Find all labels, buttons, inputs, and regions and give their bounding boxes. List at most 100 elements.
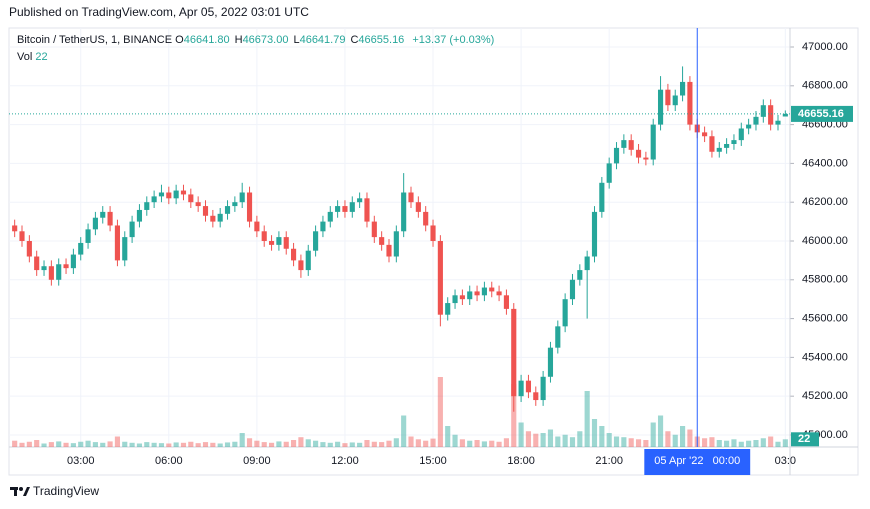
volume-bar (606, 433, 612, 447)
volume-bar (423, 440, 429, 447)
candle-body (687, 81, 693, 125)
volume-bar (613, 436, 620, 447)
volume-bar (459, 439, 465, 447)
volume-bar (746, 440, 752, 447)
volume-bar (657, 415, 664, 447)
brand: TradingView (33, 484, 99, 498)
candle-body (731, 140, 737, 145)
candle-body (768, 105, 774, 125)
candle-body (12, 225, 18, 232)
volume-bar (518, 422, 524, 447)
candle-body (650, 124, 656, 160)
volume-bar (320, 442, 326, 447)
candle-body (489, 287, 495, 292)
volume-bar (239, 433, 245, 447)
candle-body (584, 256, 590, 271)
ohlc-value: 46655.16 (358, 34, 405, 46)
candle-body (430, 225, 436, 241)
volume-bar (379, 442, 385, 447)
volume-bar (562, 434, 568, 447)
volume-bar (151, 442, 157, 447)
ohlc-key: O (175, 34, 184, 46)
volume-bar (291, 440, 297, 447)
candle-body (268, 240, 275, 245)
candle-body (503, 295, 509, 309)
ohlc-key: C (350, 34, 359, 46)
x-tick-label: 18:00 (507, 455, 535, 467)
candle-body (349, 202, 355, 212)
volume-box (791, 432, 819, 447)
candle-body (401, 192, 407, 232)
symbol: Bitcoin / TetherUS, 1, BINANCE (17, 34, 173, 46)
ohlc-value: 46641.80 (183, 34, 230, 46)
candle-body (702, 132, 708, 137)
volume-label: Vol (17, 51, 33, 63)
volume-bar (386, 440, 392, 447)
volume-bar (136, 443, 143, 447)
grid (9, 28, 790, 447)
volume-bar (144, 442, 150, 447)
candle-body (224, 206, 231, 214)
candle-body (782, 113, 788, 117)
candle-body (283, 237, 289, 249)
volume-bar (26, 441, 32, 447)
candle-body (48, 266, 54, 280)
volume-bar (173, 442, 179, 447)
volume-bar (41, 443, 47, 447)
volume-bar (357, 442, 363, 447)
candle-body (606, 163, 612, 183)
volume-bar (540, 433, 546, 447)
candle-body (158, 192, 165, 197)
candle-body (41, 266, 47, 271)
candle-body (540, 376, 546, 401)
candle-body (173, 190, 179, 199)
volume-bar (70, 443, 76, 447)
volume-bar (48, 442, 54, 447)
candle-body (672, 95, 678, 106)
candle-body (276, 237, 282, 245)
ohlc-value: 46673.00 (242, 34, 289, 46)
volume-bar (313, 440, 319, 447)
candle-body (613, 147, 620, 164)
volume-bar (254, 440, 260, 447)
candle-body (657, 89, 664, 125)
volume-bar (621, 437, 627, 447)
y-tick-label: 46800.00 (802, 80, 848, 92)
volume-bar (635, 439, 642, 447)
volume-bar (753, 440, 759, 447)
candle-body (78, 242, 84, 255)
candle-body (129, 221, 135, 238)
candle-body (217, 213, 223, 222)
volume-badge: 22 (798, 433, 810, 445)
candle-body (518, 380, 524, 397)
candle-body (122, 237, 128, 261)
candle-body (386, 244, 392, 257)
volume-bar (158, 443, 165, 447)
y-tick-label: 45400.00 (802, 351, 848, 363)
candle-body (254, 221, 260, 232)
volume-bar (665, 431, 671, 447)
candle-body (166, 192, 172, 199)
candle-body (459, 295, 465, 300)
candle-body (716, 147, 722, 152)
candle-body (371, 221, 377, 238)
published-note: Published on TradingView.com, Apr 05, 20… (9, 5, 309, 19)
volume-bar (283, 441, 289, 447)
volume-bar (738, 441, 744, 447)
candle-body (415, 202, 421, 212)
candle-body (525, 380, 532, 393)
x-tick-label: 09:00 (243, 455, 271, 467)
candle-body (591, 211, 598, 257)
ohlc-key: L (293, 34, 300, 46)
volume-bar (92, 442, 98, 447)
last-price-label: 46655.16 (798, 108, 844, 120)
candle-body (547, 347, 554, 377)
candle-body (533, 392, 539, 401)
volume-bar (114, 436, 120, 447)
volume-bar (298, 437, 304, 447)
volume-bar (349, 442, 355, 447)
volume-bar (129, 442, 135, 447)
candle-body (239, 192, 245, 203)
candle-body (261, 231, 267, 241)
volume-bar (680, 426, 686, 447)
